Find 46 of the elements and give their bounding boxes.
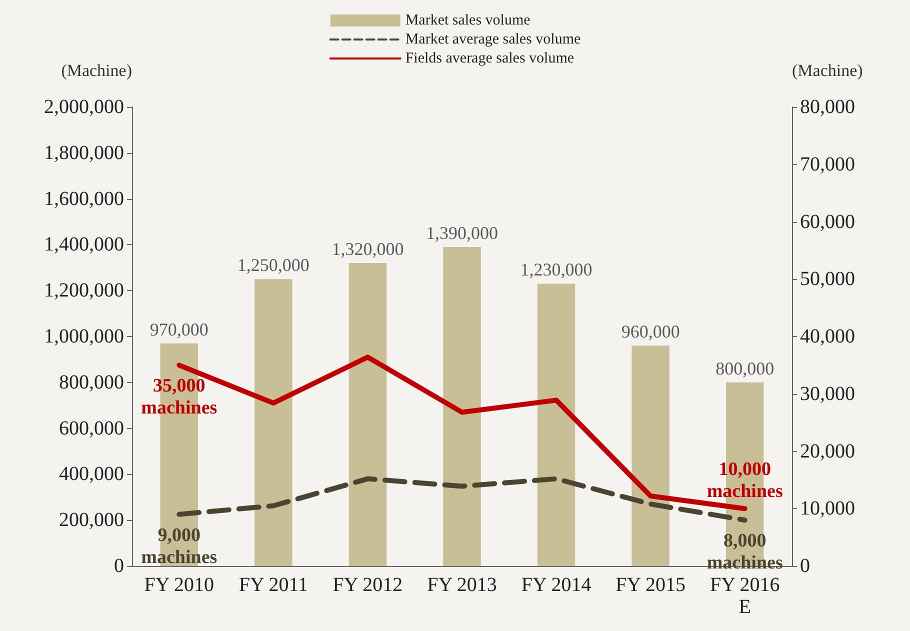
bar bbox=[632, 346, 670, 566]
y-tick-label: 1,000,000 bbox=[44, 326, 124, 348]
data-label: 35,000 machines bbox=[141, 376, 218, 419]
data-label: 1,390,000 bbox=[426, 222, 498, 243]
bar bbox=[537, 284, 576, 566]
data-label: 960,000 bbox=[621, 322, 680, 342]
y-tick-label: 1,600,000 bbox=[44, 188, 124, 210]
bar bbox=[254, 279, 292, 566]
y-tick-label: 600,000 bbox=[59, 417, 124, 440]
y-tick-label: 1,200,000 bbox=[44, 280, 124, 302]
y2-tick-label: 70,000 bbox=[800, 153, 855, 176]
y2-tick-label: 0 bbox=[800, 555, 810, 577]
x-tick-label: FY 2015 bbox=[616, 574, 686, 596]
bar bbox=[348, 263, 387, 566]
y2-axis-title: (Machine) bbox=[792, 61, 863, 80]
y2-tick-label: 20,000 bbox=[800, 440, 855, 462]
data-label: 1,250,000 bbox=[237, 255, 310, 276]
x-tick-label: FY 2011 bbox=[238, 574, 308, 596]
data-label: 800,000 bbox=[716, 358, 774, 378]
x-tick-label: FY 2016 E bbox=[710, 574, 780, 618]
y2-tick-label: 60,000 bbox=[800, 210, 855, 233]
y-tick-label: 800,000 bbox=[59, 371, 124, 394]
y-tick-label: 2,000,000 bbox=[44, 96, 124, 118]
y2-tick-label: 10,000 bbox=[800, 498, 855, 520]
data-label: 1,320,000 bbox=[332, 239, 404, 260]
legend-label: Market sales volume bbox=[405, 12, 531, 28]
data-label: 10,000 machines bbox=[706, 459, 783, 502]
y-tick-label: 1,800,000 bbox=[44, 142, 124, 164]
data-label: 1,230,000 bbox=[520, 260, 592, 280]
x-tick-label: FY 2010 bbox=[144, 574, 214, 596]
y-tick-label: 0 bbox=[114, 555, 124, 577]
bar bbox=[443, 246, 481, 566]
y-tick-label: 1,400,000 bbox=[44, 234, 124, 256]
y2-tick-label: 80,000 bbox=[800, 96, 855, 118]
y2-tick-label: 40,000 bbox=[800, 326, 855, 348]
legend-label: Fields average sales volume bbox=[405, 50, 574, 66]
y-axis-title: (Machine) bbox=[61, 61, 132, 80]
y-tick-label: 200,000 bbox=[59, 509, 124, 532]
y-tick-label: 400,000 bbox=[59, 463, 124, 486]
x-tick-label: FY 2014 bbox=[521, 574, 592, 596]
x-tick-label: FY 2012 bbox=[332, 574, 403, 596]
legend-label: Market average sales volume bbox=[405, 32, 582, 48]
y2-tick-label: 50,000 bbox=[800, 268, 855, 290]
x-tick-label: FY 2013 bbox=[427, 574, 497, 596]
data-label: 970,000 bbox=[150, 319, 208, 340]
y2-tick-label: 30,000 bbox=[800, 382, 855, 405]
